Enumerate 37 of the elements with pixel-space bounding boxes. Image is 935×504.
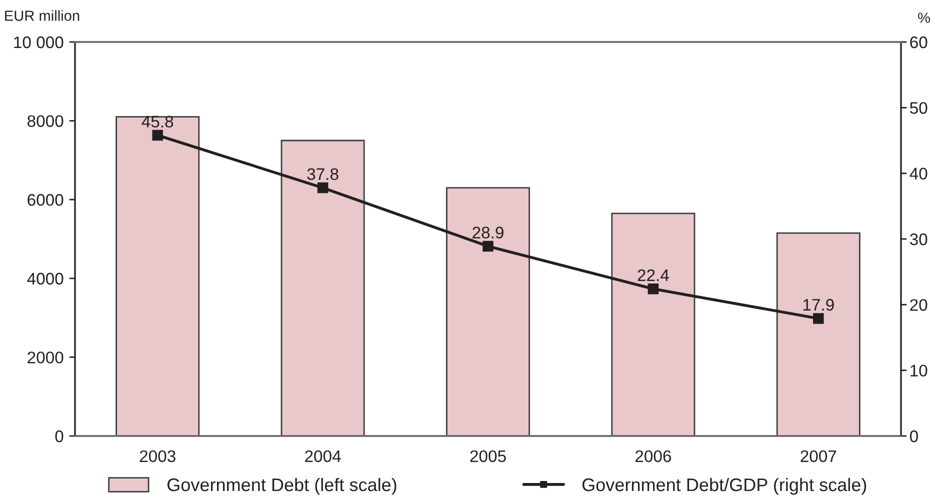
x-tick-label: 2003 — [140, 450, 176, 462]
y-tick-label: 0 — [55, 430, 64, 442]
legend-label: Government Debt/GDP (right scale) — [582, 478, 866, 495]
data-label: 37.8 — [307, 168, 338, 180]
data-label: 28.9 — [472, 226, 504, 238]
data-label: 45.8 — [142, 116, 174, 128]
x-tick-label: 2007 — [800, 450, 836, 462]
bar — [280, 140, 365, 436]
x-tick-label: 2005 — [470, 450, 506, 462]
bar — [611, 212, 696, 436]
y2-tick-label: 10 — [910, 364, 928, 377]
y2-tick-label: 50 — [910, 102, 928, 114]
legend-label: Government Debt (left scale) — [168, 478, 396, 495]
bar — [116, 116, 200, 436]
x-tick-label: 2006 — [636, 450, 672, 462]
point — [482, 240, 494, 252]
y2-tick-label: 20 — [910, 299, 928, 311]
point — [813, 313, 824, 324]
y2-tick-label: 30 — [910, 233, 928, 246]
y-tick-label: 4000 — [27, 272, 64, 285]
point — [152, 130, 163, 141]
y-tick-label: 8000 — [28, 115, 64, 128]
y2-axis-title: % — [918, 12, 930, 23]
point — [317, 182, 328, 194]
y2-tick-label: 0 — [910, 430, 918, 442]
x-tick-label: 2004 — [305, 450, 341, 462]
data-label: 22.4 — [638, 269, 669, 282]
y-axis-title: EUR million — [5, 10, 80, 21]
bar — [446, 187, 530, 436]
data-label: 17.9 — [803, 298, 834, 311]
y2-tick-label: 60 — [910, 36, 928, 48]
y-tick-label: 2000 — [28, 352, 64, 364]
bar — [776, 232, 860, 436]
point — [648, 284, 659, 294]
y-tick-label: 10 000 — [14, 36, 64, 48]
y-tick-label: 6000 — [28, 194, 64, 206]
y2-tick-label: 40 — [910, 168, 928, 180]
